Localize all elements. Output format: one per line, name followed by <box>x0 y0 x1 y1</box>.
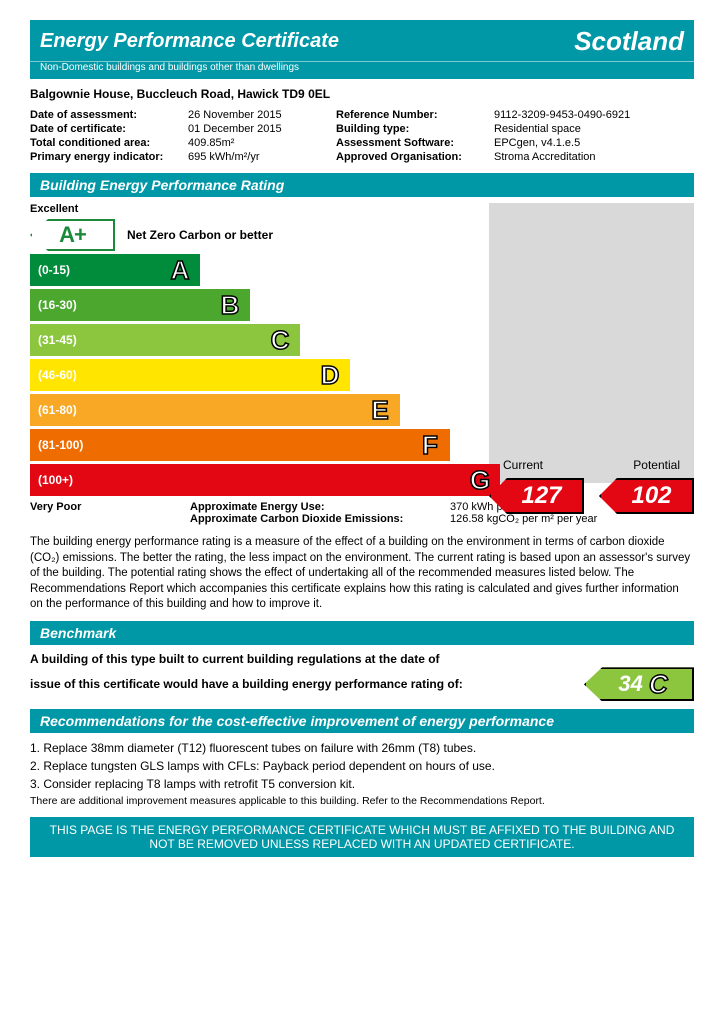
conditioned-area: 409.85m² <box>188 137 328 149</box>
description-text: The building energy performance rating i… <box>30 535 694 613</box>
benchmark-pointer: 34 C <box>584 667 694 701</box>
rating-letter-f: F <box>410 429 450 461</box>
software: EPCgen, v4.1.e.5 <box>494 137 694 149</box>
rating-chart: Excellent A+ Net Zero Carbon or better (… <box>30 203 694 496</box>
benchmark-line2: issue of this certificate would have a b… <box>30 676 463 693</box>
benchmark-letter: C <box>649 666 668 702</box>
primary-indicator-label: Primary energy indicator: <box>30 151 180 163</box>
approx-co2: 126.58 kgCO₂ per m² per year <box>450 513 694 525</box>
footer-notice: THIS PAGE IS THE ENERGY PERFORMANCE CERT… <box>30 817 694 857</box>
rating-letter-e: E <box>360 394 400 426</box>
region-label: Scotland <box>574 26 684 57</box>
assessment-date-label: Date of assessment: <box>30 109 180 121</box>
rating-bar-c: (31-45)C <box>30 324 270 356</box>
recommendation-item: 2. Replace tungsten GLS lamps with CFLs:… <box>30 757 694 775</box>
rating-letter-b: B <box>210 289 250 321</box>
pointer-row: 127 102 <box>489 478 694 514</box>
rating-bar-d: (46-60)D <box>30 359 320 391</box>
rating-range: (81-100) <box>38 438 83 452</box>
conditioned-area-label: Total conditioned area: <box>30 137 180 149</box>
section-benchmark: Benchmark <box>30 621 694 645</box>
approx-energy-label: Approximate Energy Use: <box>190 501 450 513</box>
primary-indicator: 695 kWh/m²/yr <box>188 151 328 163</box>
potential-label: Potential <box>633 458 680 472</box>
assessment-date: 26 November 2015 <box>188 109 328 121</box>
current-label: Current <box>503 458 543 472</box>
rating-range: (16-30) <box>38 298 77 312</box>
certificate-date-label: Date of certificate: <box>30 123 180 135</box>
header-bar: Energy Performance Certificate Scotland <box>30 20 694 61</box>
rating-range: (61-80) <box>38 403 77 417</box>
rating-bar-a: (0-15)A <box>30 254 170 286</box>
rating-range: (31-45) <box>38 333 77 347</box>
rating-bar-g: (100+)G <box>30 464 470 496</box>
property-address: Balgownie House, Buccleuch Road, Hawick … <box>30 87 694 101</box>
current-pointer: 127 <box>489 478 584 514</box>
building-type-label: Building type: <box>336 123 486 135</box>
org-label: Approved Organisation: <box>336 151 486 163</box>
rating-letter-d: D <box>310 359 350 391</box>
header-subtitle: Non-Domestic buildings and buildings oth… <box>30 61 694 79</box>
rating-letter-c: C <box>260 324 300 356</box>
building-type: Residential space <box>494 123 694 135</box>
net-zero-label: Net Zero Carbon or better <box>127 228 273 242</box>
potential-panel <box>489 203 694 483</box>
pointer-labels: Current Potential <box>489 458 694 472</box>
certificate-date: 01 December 2015 <box>188 123 328 135</box>
section-recommendations: Recommendations for the cost-effective i… <box>30 709 694 733</box>
recommendations-list: 1. Replace 38mm diameter (T12) fluoresce… <box>30 739 694 793</box>
section-rating: Building Energy Performance Rating <box>30 173 694 197</box>
rating-bar-f: (81-100)F <box>30 429 420 461</box>
rating-range: (100+) <box>38 473 73 487</box>
rating-range: (46-60) <box>38 368 77 382</box>
software-label: Assessment Software: <box>336 137 486 149</box>
info-grid: Date of assessment: 26 November 2015 Ref… <box>30 109 694 163</box>
approx-co2-label: Approximate Carbon Dioxide Emissions: <box>190 513 450 525</box>
reference-label: Reference Number: <box>336 109 486 121</box>
benchmark-row: issue of this certificate would have a b… <box>30 667 694 701</box>
reference-number: 9112-3209-9453-0490-6921 <box>494 109 694 121</box>
a-plus-badge: A+ <box>30 219 115 251</box>
certificate-title: Energy Performance Certificate <box>40 30 339 53</box>
recommendations-note: There are additional improvement measure… <box>30 795 694 807</box>
benchmark-line1: A building of this type built to current… <box>30 651 694 668</box>
rating-letter-a: A <box>160 254 200 286</box>
potential-pointer: 102 <box>599 478 694 514</box>
approved-org: Stroma Accreditation <box>494 151 694 163</box>
benchmark-value: 34 <box>618 669 642 700</box>
rating-range: (0-15) <box>38 263 70 277</box>
very-poor-label: Very Poor <box>30 501 190 513</box>
benchmark-block: A building of this type built to current… <box>30 651 694 702</box>
rating-bar-e: (61-80)E <box>30 394 370 426</box>
rating-bar-b: (16-30)B <box>30 289 220 321</box>
recommendation-item: 3. Consider replacing T8 lamps with retr… <box>30 775 694 793</box>
recommendation-item: 1. Replace 38mm diameter (T12) fluoresce… <box>30 739 694 757</box>
